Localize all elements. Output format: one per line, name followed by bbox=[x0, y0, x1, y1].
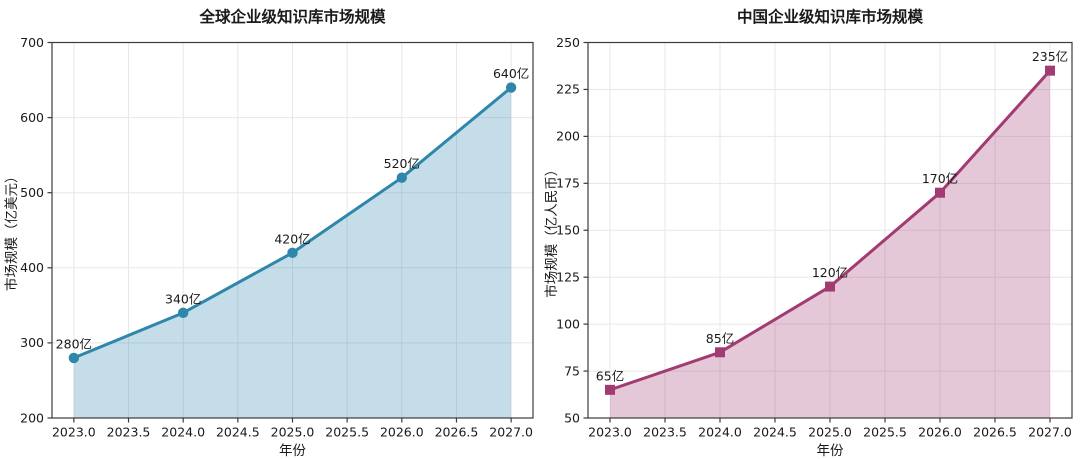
x-tick-label: 2026.5 bbox=[435, 425, 479, 440]
data-point-label: 235亿 bbox=[1032, 49, 1068, 64]
y-tick-label: 500 bbox=[20, 185, 44, 200]
y-tick-label: 225 bbox=[556, 82, 580, 97]
y-tick-label: 75 bbox=[564, 363, 580, 378]
tick-labels: 2023.0 2023.5 2024.0 2024.5 2025.0 2025.5 2026… bbox=[556, 35, 1072, 440]
x-tick-label: 2025.5 bbox=[325, 425, 369, 440]
tick-labels: 2023.0 2023.5 2024.0 2024.5 2025.0 2025.5 2026… bbox=[20, 35, 533, 440]
y-axis-label: 市场规模（亿美元） bbox=[3, 170, 20, 292]
data-point-marker bbox=[177, 307, 189, 319]
y-tick-label: 50 bbox=[564, 410, 580, 425]
data-point-labels: 280亿 340亿 420亿 520亿 640亿 bbox=[56, 66, 530, 351]
data-point-marker bbox=[396, 172, 408, 183]
x-tick-label: 2023.5 bbox=[643, 425, 687, 440]
y-tick-label: 125 bbox=[556, 269, 580, 284]
x-tick-label: 2025.5 bbox=[863, 425, 907, 440]
tick-marks bbox=[47, 41, 512, 423]
x-tick-label: 2024.0 bbox=[698, 425, 742, 440]
data-point-marker bbox=[825, 281, 835, 292]
data-point-label: 520亿 bbox=[384, 156, 420, 171]
data-point-marker bbox=[505, 82, 517, 93]
data-point-label: 340亿 bbox=[165, 291, 201, 306]
data-point-marker bbox=[1045, 65, 1055, 76]
x-tick-label: 2023.5 bbox=[107, 425, 151, 440]
x-axis-label: 年份 bbox=[279, 443, 306, 459]
data-point-marker bbox=[68, 352, 80, 364]
data-point-marker bbox=[935, 187, 945, 198]
x-tick-label: 2023.0 bbox=[588, 425, 632, 440]
x-tick-label: 2023.0 bbox=[52, 425, 96, 440]
data-point-marker bbox=[605, 384, 615, 395]
data-point-label: 85亿 bbox=[706, 331, 734, 346]
chart-title-global: 全球企业级知识库市场规模 bbox=[199, 8, 386, 26]
global-chart-canvas: 2023.0 2023.5 2024.0 2024.5 2025.0 2025.5 2026… bbox=[3, 35, 534, 459]
x-tick-label: 2025.0 bbox=[271, 425, 315, 440]
data-point-markers bbox=[605, 65, 1055, 395]
data-point-markers bbox=[68, 82, 517, 364]
data-point-label: 640亿 bbox=[493, 66, 529, 81]
data-point-label: 280亿 bbox=[56, 336, 92, 351]
data-point-labels: 65亿 85亿 120亿 170亿 235亿 bbox=[596, 49, 1068, 383]
x-tick-label: 2026.0 bbox=[380, 425, 424, 440]
data-area bbox=[610, 70, 1050, 418]
x-tick-label: 2027.0 bbox=[489, 425, 533, 440]
china-chart-canvas: 2023.0 2023.5 2024.0 2024.5 2025.0 2025.5 2026… bbox=[543, 35, 1073, 459]
x-tick-label: 2027.0 bbox=[1028, 425, 1072, 440]
y-tick-label: 400 bbox=[20, 260, 44, 275]
data-point-label: 170亿 bbox=[922, 171, 958, 186]
y-tick-label: 175 bbox=[556, 176, 580, 191]
y-tick-label: 700 bbox=[20, 35, 44, 50]
data-point-marker bbox=[715, 347, 725, 358]
global-market-chart-figure: 全球企业级知识库市场规模 2023.0 2023.5 2024.0 2024.5 202… bbox=[3, 8, 534, 459]
chart-title-china: 中国企业级知识库市场规模 bbox=[736, 8, 923, 26]
x-tick-label: 2026.0 bbox=[918, 425, 962, 440]
y-tick-label: 250 bbox=[556, 35, 580, 50]
x-tick-label: 2024.0 bbox=[161, 425, 205, 440]
y-tick-label: 200 bbox=[20, 410, 44, 425]
x-tick-label: 2024.5 bbox=[753, 425, 797, 440]
tick-marks bbox=[583, 41, 1051, 423]
y-tick-label: 300 bbox=[20, 335, 44, 350]
china-market-chart-figure: 中国企业级知识库市场规模 2023.0 2023.5 2024.0 2024.5 202… bbox=[540, 0, 1080, 459]
x-axis-label: 年份 bbox=[817, 443, 845, 459]
data-point-marker bbox=[287, 247, 298, 258]
data-point-label: 420亿 bbox=[274, 231, 310, 246]
x-tick-label: 2025.0 bbox=[808, 425, 852, 440]
x-tick-label: 2026.5 bbox=[973, 425, 1017, 440]
y-tick-label: 600 bbox=[20, 110, 44, 125]
data-point-label: 65亿 bbox=[596, 368, 624, 383]
y-axis-label: 市场规模（亿人民币） bbox=[543, 163, 560, 298]
x-tick-label: 2024.5 bbox=[216, 425, 260, 440]
y-tick-label: 100 bbox=[556, 316, 580, 331]
y-tick-label: 150 bbox=[556, 223, 580, 238]
data-point-label: 120亿 bbox=[812, 265, 848, 280]
y-tick-label: 200 bbox=[556, 129, 580, 144]
